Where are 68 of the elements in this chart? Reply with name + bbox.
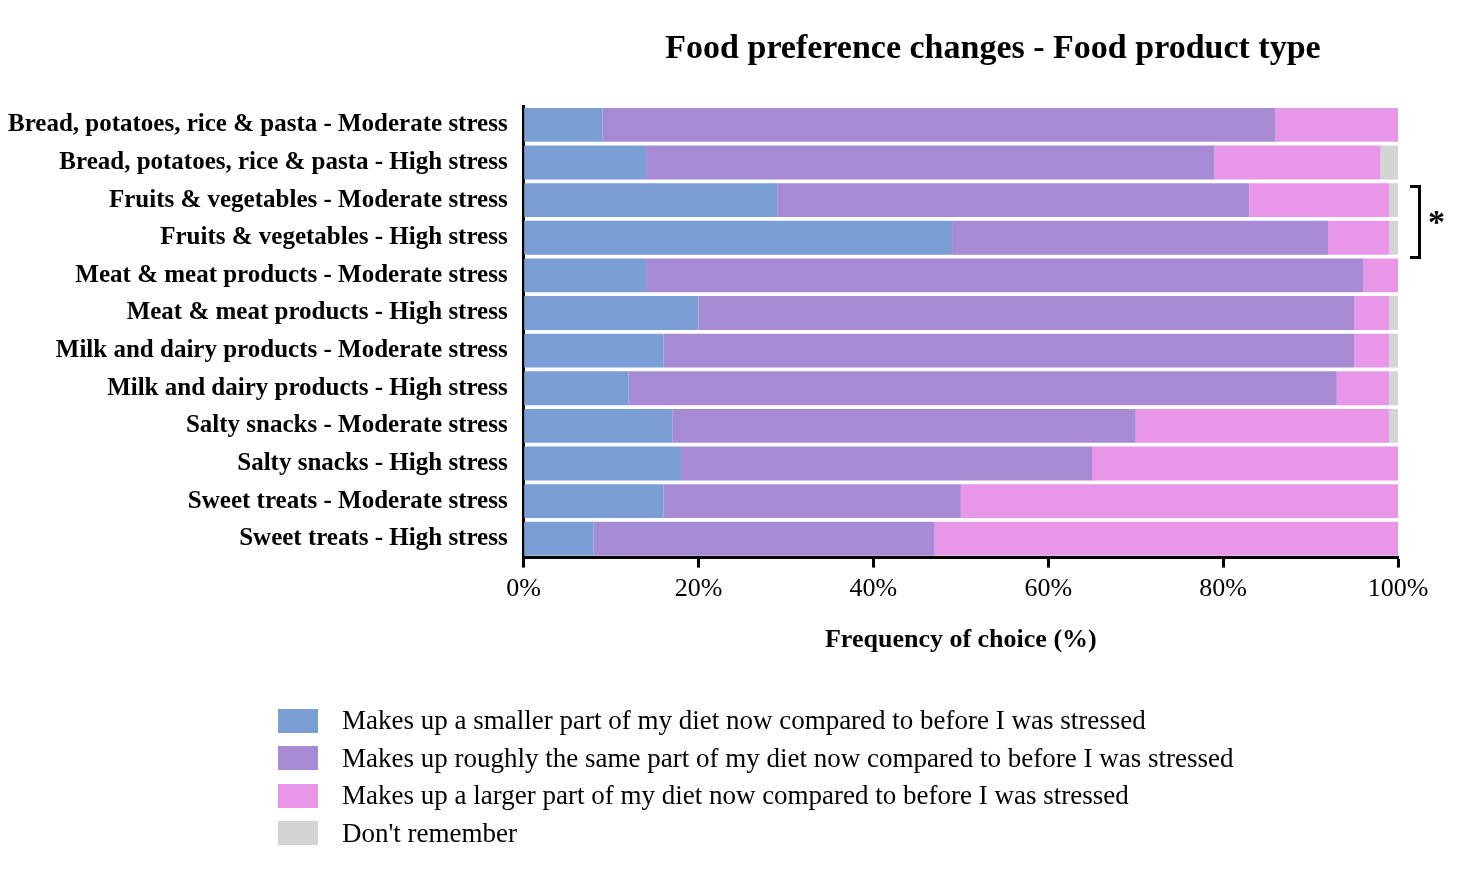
bar: [524, 145, 647, 180]
bar: [1214, 145, 1381, 180]
legend-label: Don't remember: [342, 817, 518, 849]
chart-title: Food preference changes - Food product type: [664, 28, 1322, 66]
bar: [1249, 183, 1390, 218]
bar: [524, 296, 699, 330]
bar: [628, 371, 1337, 406]
bar: [524, 446, 682, 481]
bar: [1328, 220, 1390, 255]
bar: [1363, 258, 1398, 293]
bar: [663, 333, 1355, 368]
x-tick-label: 60%: [1024, 573, 1073, 603]
legend-label: Makes up a smaller part of my diet now compared to before I was stressed: [342, 705, 1146, 737]
bar: [524, 484, 664, 519]
bar: [1389, 408, 1398, 443]
bar: [524, 258, 647, 293]
y-tick-label: Meat & meat products - High stress: [126, 297, 508, 325]
bar: [646, 258, 1364, 293]
y-tick-label: Milk and dairy products - Moderate stress: [55, 335, 508, 363]
text: *: [1428, 202, 1445, 241]
bar: [777, 183, 1250, 218]
bar: [602, 107, 1276, 142]
bar: [524, 371, 629, 406]
bar: [524, 333, 664, 368]
x-tick-label: 80%: [1199, 573, 1247, 603]
bar: [934, 521, 1398, 556]
bar: [960, 484, 1398, 519]
y-tick-label: Fruits & vegetables - Moderate stress: [108, 184, 508, 212]
bar: [1354, 333, 1390, 368]
bar: [681, 446, 1092, 481]
y-tick-label: Bread, potatoes, rice & pasta - High stress: [59, 146, 508, 174]
bar: [1389, 183, 1398, 218]
x-tick-label: 0%: [506, 573, 541, 603]
bar: [1389, 220, 1398, 255]
bar: [698, 296, 1355, 330]
bar: [1380, 145, 1398, 180]
bar: [1275, 107, 1398, 142]
y-tick-label: Fruits & vegetables - High stress: [160, 222, 508, 250]
y-tick-label: Sweet treats - High stress: [239, 523, 508, 551]
bar: [646, 145, 1215, 180]
bar: [524, 183, 778, 218]
x-tick-label: 40%: [849, 573, 898, 603]
bar: [593, 521, 935, 556]
legend-label: Makes up a larger part of my diet now compared to before I was stressed: [342, 780, 1129, 812]
bar: [524, 408, 673, 443]
y-tick-label: Milk and dairy products - High stress: [107, 372, 508, 400]
bar: [1135, 408, 1390, 443]
bar: [1354, 296, 1390, 330]
bar: [524, 521, 594, 556]
bar: [524, 220, 953, 255]
bar: [1389, 333, 1398, 368]
bar: [1389, 371, 1398, 406]
y-tick-label: Meat & meat products - Moderate stress: [75, 259, 508, 287]
y-tick-label: Bread, potatoes, rice & pasta - Moderate stress: [7, 109, 508, 137]
bar: [663, 484, 961, 519]
bar: [1336, 371, 1390, 406]
x-axis-title: Frequency of choice (%): [824, 624, 1097, 654]
bar: [672, 408, 1136, 443]
bar: [1091, 446, 1398, 481]
legend-label: Makes up roughly the same part of my diet now compared to before I was stressed: [342, 742, 1234, 774]
y-tick-label: Salty snacks - Moderate stress: [185, 410, 508, 438]
bar: [524, 107, 603, 142]
y-tick-label: Sweet treats - Moderate stress: [187, 485, 508, 513]
y-tick-label: Salty snacks - High stress: [237, 447, 508, 475]
x-tick-label: 20%: [674, 573, 723, 603]
bar: [1389, 296, 1398, 330]
bar: [952, 220, 1329, 255]
x-tick-label: 100%: [1367, 573, 1429, 603]
